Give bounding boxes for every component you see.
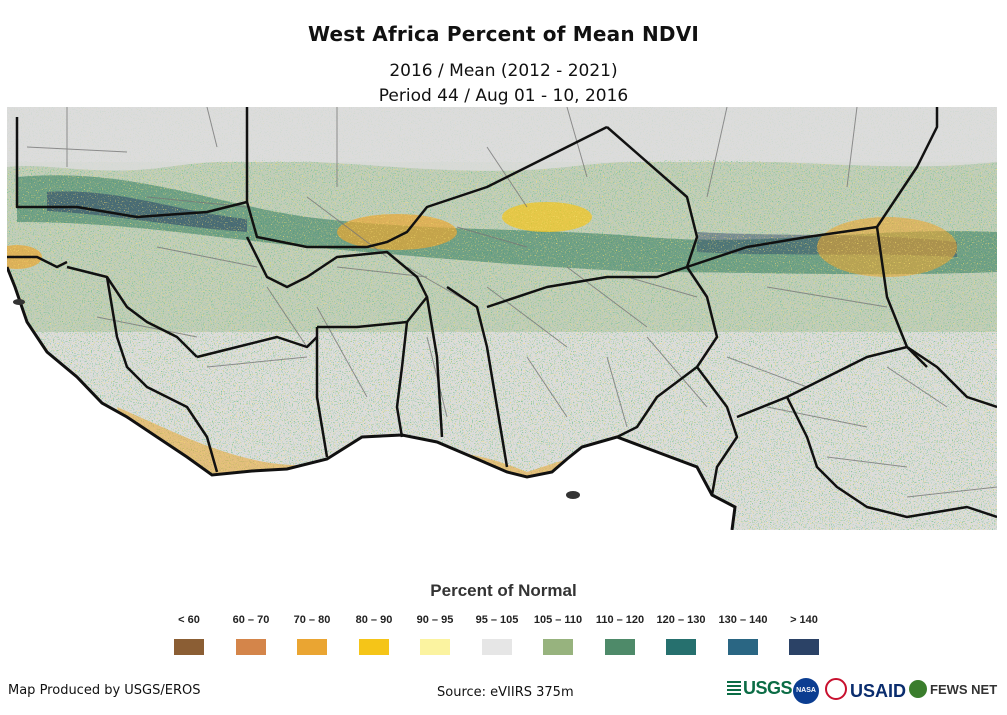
legend-item: 80 – 90 [342,613,406,661]
legend-label: 110 – 120 [595,614,645,626]
legend-item: < 60 [157,613,221,661]
legend-item: 110 – 120 [588,613,652,661]
legend-item: 60 – 70 [219,613,283,661]
legend-swatch [605,639,635,655]
legend-item: 90 – 95 [403,613,467,661]
producer-credit: Map Produced by USGS/EROS [8,683,201,698]
legend-swatch [236,639,266,655]
globe-icon [909,680,927,698]
legend-swatch [728,639,758,655]
legend-swatch [420,639,450,655]
map-title: West Africa Percent of Mean NDVI [307,22,700,46]
legend-item: 105 – 110 [526,613,590,661]
usgs-logo-text: USGS [743,678,793,698]
nasa-logo: NASA [793,678,819,704]
legend-label: < 60 [178,614,200,626]
legend-label: 105 – 110 [533,614,583,626]
data-source: Source: eVIIRS 375m [437,685,574,700]
ndvi-map-canvas [7,107,997,530]
legend-swatch [297,639,327,655]
usaid-seal-icon [825,678,847,700]
legend-label: > 140 [790,614,818,626]
map-subtitle-period: Period 44 / Aug 01 - 10, 2016 [378,86,629,106]
fewsnet-logo: FEWS NET [909,680,997,698]
legend-label: 60 – 70 [232,614,270,626]
partner-logos: USGS NASA USAID FEWS NET [727,676,1002,708]
legend-swatch [482,639,512,655]
ndvi-map [7,107,997,530]
legend-label: 120 – 130 [656,614,706,626]
legend-label: 80 – 90 [355,614,393,626]
coastline [7,266,737,530]
legend-item: 70 – 80 [280,613,344,661]
legend-swatch [174,639,204,655]
usaid-logo-text: USAID [850,681,907,701]
usgs-stripes-icon [727,681,741,695]
legend-label: 70 – 80 [293,614,331,626]
country-borders [7,107,997,519]
land-area [7,107,997,530]
legend-swatch [543,639,573,655]
legend-item: 130 – 140 [711,613,775,661]
legend: < 60 60 – 70 70 – 80 80 – 90 90 – 95 95 – 105… [171,613,843,663]
map-subtitle-years: 2016 / Mean (2012 - 2021) [389,61,618,81]
legend-item: 95 – 105 [465,613,529,661]
usaid-logo: USAID [825,678,906,702]
legend-swatch [666,639,696,655]
legend-swatch [359,639,389,655]
legend-label: 130 – 140 [718,614,768,626]
island [566,491,580,499]
usgs-logo: USGS [727,678,793,699]
legend-item: > 140 [772,613,836,661]
legend-item: 120 – 130 [649,613,713,661]
legend-label: 90 – 95 [416,614,454,626]
fewsnet-logo-text: FEWS NET [930,682,998,697]
legend-title: Percent of Normal [430,581,577,600]
legend-swatch [789,639,819,655]
island [13,299,25,305]
legend-label: 95 – 105 [475,614,519,626]
